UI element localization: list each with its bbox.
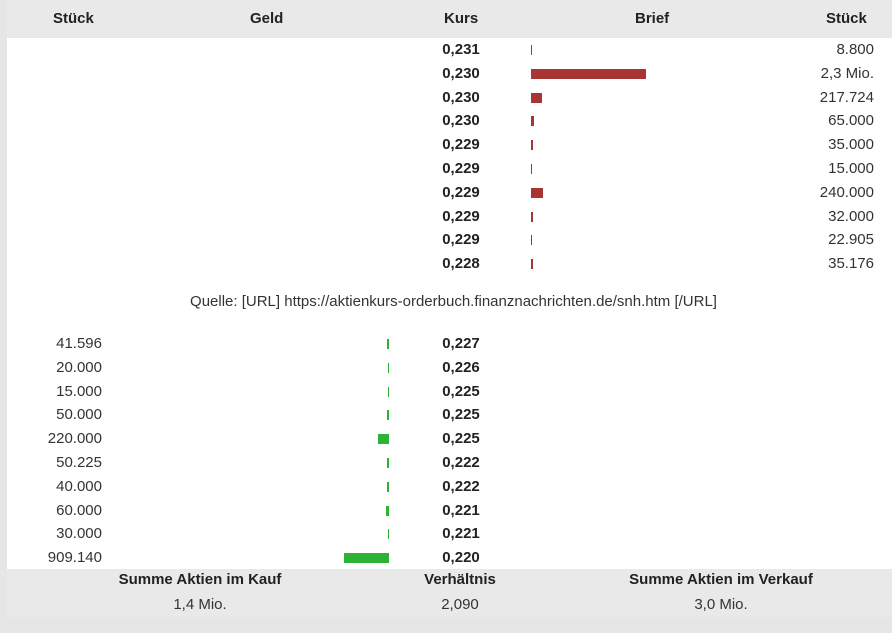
bid-price: 0,221 — [442, 525, 480, 543]
ask-row: 0,229 32.000 — [7, 205, 892, 229]
bid-volume-bar — [378, 434, 389, 445]
bid-qty: 41.596 — [56, 335, 102, 352]
bid-row: 909.140 0,220 — [7, 546, 892, 570]
ask-qty: 22.905 — [828, 231, 874, 249]
bid-price: 0,227 — [442, 335, 480, 352]
sell-sum-label: Summe Aktien im Verkauf — [629, 571, 813, 588]
bid-row: 41.596 0,227 — [7, 332, 892, 356]
ask-volume-bar — [531, 211, 533, 222]
ask-volume-bar — [531, 164, 532, 174]
bid-volume-bar — [388, 362, 389, 373]
ask-volume-bar — [531, 140, 533, 151]
bid-volume-bar — [386, 339, 389, 349]
buy-sum-label: Summe Aktien im Kauf — [118, 571, 282, 588]
bid-qty: 40.000 — [56, 477, 102, 495]
ask-volume-bar — [531, 259, 533, 270]
bid-price: 0,222 — [442, 454, 480, 471]
ask-qty: 217.724 — [819, 88, 874, 106]
bid-qty: 50.225 — [56, 454, 102, 471]
ask-volume-bar — [531, 45, 532, 55]
header-ask: Brief — [635, 10, 670, 27]
header-qty-left: Stück — [53, 10, 94, 27]
ask-qty: 8.800 — [836, 41, 874, 58]
ask-price: 0,230 — [442, 64, 480, 82]
ask-qty: 2,3 Mio. — [820, 64, 874, 82]
ratio-value: 2,090 — [441, 596, 479, 613]
bid-price: 0,225 — [442, 430, 480, 448]
bid-volume-bar — [387, 529, 389, 540]
ask-price: 0,231 — [442, 41, 480, 58]
bid-qty: 220.000 — [47, 430, 102, 448]
ask-qty: 15.000 — [828, 160, 874, 177]
bid-row: 50.225 0,222 — [7, 451, 892, 475]
header-qty-right: Stück — [826, 10, 867, 27]
ratio-label: Verhältnis — [424, 571, 496, 588]
ask-volume-bar — [531, 187, 543, 198]
ask-qty: 65.000 — [828, 112, 874, 130]
orderbook-panel: Stück Geld Kurs Brief Stück 0,231 8.800 0,… — [7, 0, 892, 617]
ask-row: 0,228 35.176 — [7, 252, 892, 276]
bid-qty: 909.140 — [47, 549, 102, 567]
ask-qty: 32.000 — [828, 207, 874, 225]
bid-price: 0,225 — [442, 382, 480, 400]
bid-price: 0,221 — [442, 501, 480, 519]
bid-row: 50.000 0,225 — [7, 403, 892, 427]
sell-sum-value: 3,0 Mio. — [694, 596, 748, 613]
bid-row: 40.000 0,222 — [7, 475, 892, 499]
header-bid: Geld — [250, 10, 284, 27]
bid-volume-bar — [386, 410, 389, 421]
ask-row: 0,229 15.000 — [7, 157, 892, 181]
ask-row: 0,230 2,3 Mio. — [7, 62, 892, 86]
bid-volume-bar — [387, 481, 389, 492]
ask-volume-bar — [531, 92, 542, 103]
bid-row: 30.000 0,221 — [7, 522, 892, 546]
ask-price: 0,229 — [442, 231, 480, 249]
bid-price: 0,225 — [442, 406, 480, 424]
bid-row: 220.000 0,225 — [7, 427, 892, 451]
ask-price: 0,229 — [442, 136, 480, 154]
ask-qty: 240.000 — [819, 183, 874, 201]
ask-qty: 35.176 — [828, 255, 874, 273]
ask-row: 0,230 65.000 — [7, 109, 892, 133]
bid-volume-bar — [344, 553, 389, 564]
bid-price: 0,226 — [442, 358, 480, 376]
ask-price: 0,229 — [442, 160, 480, 177]
bid-qty: 50.000 — [56, 406, 102, 424]
bid-row: 20.000 0,226 — [7, 356, 892, 380]
ask-row: 0,231 8.800 — [7, 38, 892, 62]
header-price: Kurs — [444, 10, 479, 27]
bid-volume-bar — [386, 458, 389, 468]
ask-row: 0,229 22.905 — [7, 228, 892, 252]
bid-qty: 20.000 — [56, 358, 102, 376]
ask-price: 0,230 — [442, 112, 480, 130]
bid-price: 0,222 — [442, 477, 480, 495]
buy-sum-value: 1,4 Mio. — [173, 596, 227, 613]
ask-price: 0,229 — [442, 183, 480, 201]
bid-qty: 30.000 — [56, 525, 102, 543]
bid-qty: 60.000 — [56, 501, 102, 519]
ask-row: 0,230 217.724 — [7, 86, 892, 110]
bid-row: 60.000 0,221 — [7, 499, 892, 523]
ask-row: 0,229 35.000 — [7, 133, 892, 157]
orderbook-summary: Summe Aktien im Kauf 1,4 Mio. Verhältnis… — [7, 569, 892, 617]
bid-volume-bar — [386, 505, 389, 516]
ask-volume-bar — [531, 116, 535, 127]
ask-price: 0,230 — [442, 88, 480, 106]
bid-row: 15.000 0,225 — [7, 380, 892, 404]
ask-price: 0,228 — [442, 255, 480, 273]
ask-volume-bar — [531, 68, 646, 79]
ask-qty: 35.000 — [828, 136, 874, 154]
source-line: Quelle: [URL] https://aktienkurs-orderbu… — [190, 293, 717, 310]
bid-volume-bar — [388, 386, 389, 397]
bid-price: 0,220 — [442, 549, 480, 567]
ask-row: 0,229 240.000 — [7, 181, 892, 205]
ask-price: 0,229 — [442, 207, 480, 225]
ask-volume-bar — [531, 235, 533, 246]
bid-qty: 15.000 — [56, 382, 102, 400]
orderbook-header: Stück Geld Kurs Brief Stück — [7, 0, 892, 38]
